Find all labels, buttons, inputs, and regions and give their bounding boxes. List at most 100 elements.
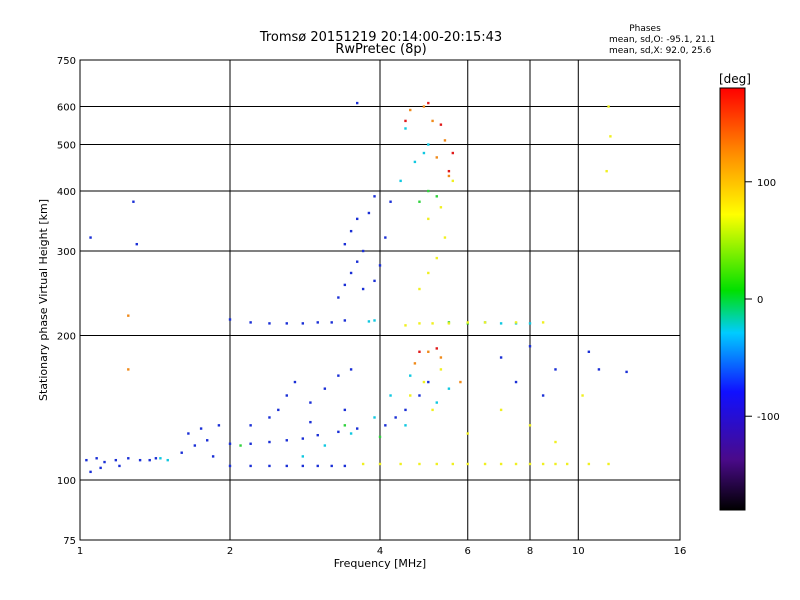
data-point bbox=[418, 287, 421, 291]
data-point bbox=[418, 350, 421, 353]
data-point bbox=[293, 380, 297, 384]
data-point bbox=[316, 464, 319, 468]
data-point bbox=[404, 424, 407, 427]
data-point bbox=[409, 108, 412, 112]
data-point bbox=[154, 457, 158, 460]
data-point bbox=[268, 322, 271, 325]
phase-legend: Phases mean, sd,O: -95.1, 21.1 mean, sd,… bbox=[609, 24, 715, 56]
data-point bbox=[132, 200, 135, 203]
data-point bbox=[373, 195, 376, 198]
data-point bbox=[337, 430, 340, 434]
data-point bbox=[127, 314, 130, 317]
data-point bbox=[85, 458, 88, 462]
data-point bbox=[418, 200, 421, 203]
data-point bbox=[404, 408, 407, 412]
data-point bbox=[249, 442, 252, 445]
data-point bbox=[581, 394, 584, 397]
data-point bbox=[343, 424, 347, 427]
data-point bbox=[268, 440, 271, 444]
data-point bbox=[349, 432, 353, 435]
data-point bbox=[138, 458, 142, 462]
data-point bbox=[499, 408, 503, 412]
data-point bbox=[355, 260, 359, 263]
data-point bbox=[541, 394, 545, 397]
data-point bbox=[330, 321, 333, 324]
data-point bbox=[451, 462, 455, 466]
y-tick-label: 300 bbox=[57, 247, 76, 258]
data-point bbox=[301, 464, 305, 468]
data-point bbox=[409, 394, 412, 397]
data-point bbox=[361, 462, 365, 466]
data-point bbox=[435, 401, 438, 404]
legend-line-o: mean, sd,O: -95.1, 21.1 bbox=[609, 35, 715, 45]
data-point bbox=[127, 457, 130, 460]
data-point bbox=[431, 408, 434, 412]
data-point bbox=[427, 101, 430, 105]
data-point bbox=[443, 139, 447, 142]
data-point bbox=[404, 127, 407, 130]
data-point bbox=[316, 321, 319, 324]
data-point bbox=[443, 236, 447, 239]
data-point bbox=[607, 105, 610, 108]
data-point bbox=[483, 462, 487, 466]
data-point bbox=[483, 321, 487, 324]
legend-line-x: mean, sd,X: 92.0, 25.6 bbox=[609, 46, 712, 56]
data-point bbox=[349, 271, 353, 275]
data-point bbox=[439, 368, 443, 371]
data-point bbox=[285, 439, 288, 442]
data-point bbox=[418, 322, 421, 325]
data-point bbox=[439, 206, 443, 209]
data-point bbox=[565, 462, 569, 466]
data-point bbox=[605, 169, 608, 173]
data-point bbox=[316, 433, 319, 437]
colorbar-ticks: 100 0 -100 bbox=[745, 178, 780, 423]
data-point bbox=[309, 401, 312, 404]
data-point bbox=[554, 368, 557, 371]
data-point bbox=[301, 322, 305, 325]
data-point bbox=[554, 440, 557, 444]
data-point bbox=[373, 279, 376, 283]
data-point bbox=[228, 318, 232, 321]
data-point bbox=[427, 380, 430, 384]
data-point bbox=[309, 420, 312, 424]
data-point bbox=[427, 189, 430, 193]
y-tick-label: 200 bbox=[57, 332, 76, 343]
data-point bbox=[404, 119, 407, 123]
data-point bbox=[148, 458, 151, 462]
data-point bbox=[378, 435, 382, 439]
data-point bbox=[135, 242, 138, 246]
data-point bbox=[447, 387, 451, 390]
data-point bbox=[447, 169, 451, 173]
data-point bbox=[205, 439, 209, 442]
x-tick-label: 8 bbox=[527, 546, 533, 557]
data-point bbox=[343, 242, 347, 246]
data-point bbox=[103, 460, 106, 464]
data-point bbox=[249, 321, 252, 324]
data-point bbox=[355, 427, 359, 430]
data-point bbox=[249, 424, 252, 427]
chart-title: Tromsø 20151219 20:14:00-20:15:43 bbox=[259, 30, 502, 45]
data-point bbox=[466, 321, 469, 324]
data-point bbox=[418, 462, 421, 466]
data-point bbox=[95, 457, 98, 460]
data-point bbox=[187, 432, 190, 435]
data-point bbox=[159, 457, 162, 460]
colorbar-label: [deg] bbox=[719, 72, 751, 86]
data-point bbox=[625, 370, 628, 374]
data-point bbox=[211, 455, 215, 458]
data-point bbox=[343, 464, 347, 468]
data-point bbox=[399, 179, 402, 183]
data-point bbox=[166, 458, 169, 462]
x-tick-label: 4 bbox=[377, 546, 383, 557]
data-point bbox=[447, 322, 451, 325]
data-point bbox=[285, 464, 288, 468]
data-point bbox=[268, 464, 271, 468]
data-point bbox=[349, 229, 353, 233]
data-point bbox=[554, 462, 557, 466]
data-point bbox=[528, 462, 532, 466]
data-point bbox=[439, 356, 443, 359]
data-point bbox=[343, 319, 347, 322]
data-point bbox=[413, 160, 417, 164]
data-point bbox=[466, 432, 469, 435]
colorbar-tick-label: -100 bbox=[757, 412, 780, 423]
